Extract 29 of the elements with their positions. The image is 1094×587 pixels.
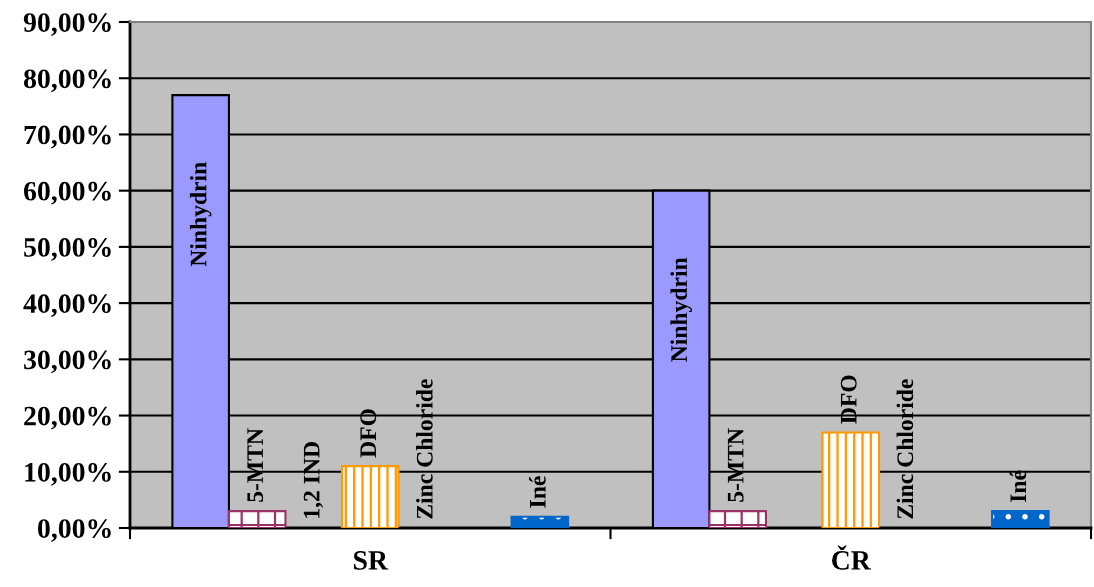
text: DFO	[360, 409, 377, 458]
text: 1,2 IND	[303, 442, 324, 518]
y-tick-label: 60,00%	[24, 181, 111, 205]
text: Iné	[1009, 470, 1027, 502]
bar	[340, 465, 400, 528]
x-tick-label: SR	[353, 551, 389, 570]
y-tick-label: 70,00%	[24, 125, 111, 149]
y-tick-label: 20,00%	[24, 406, 111, 430]
text: Zinc Chloride	[416, 379, 433, 519]
bar	[510, 515, 570, 528]
bar	[227, 510, 287, 528]
text: DFO	[840, 375, 857, 424]
text: Zinc Chloride	[896, 379, 914, 519]
bar	[991, 510, 1050, 528]
series-label: Ninhydrin	[189, 162, 212, 267]
y-tick-label: 80,00%	[23, 69, 111, 93]
text: Ninhydrin	[670, 257, 692, 362]
bar	[821, 431, 881, 528]
bar	[708, 510, 767, 528]
text: Iné	[529, 476, 546, 508]
y-tick-label: 40,00%	[23, 294, 111, 318]
y-tick-label: 0,00%	[38, 519, 111, 542]
y-tick-label: 30,00%	[24, 350, 111, 374]
text: 5-MTN	[247, 428, 264, 502]
y-tick-label: 90,00%	[23, 13, 111, 36]
x-tick-label: ČR	[832, 545, 872, 570]
y-tick-label: 50,00%	[24, 238, 111, 261]
y-tick-label: 10,00%	[25, 462, 111, 486]
text: 5-MTN	[727, 428, 744, 502]
